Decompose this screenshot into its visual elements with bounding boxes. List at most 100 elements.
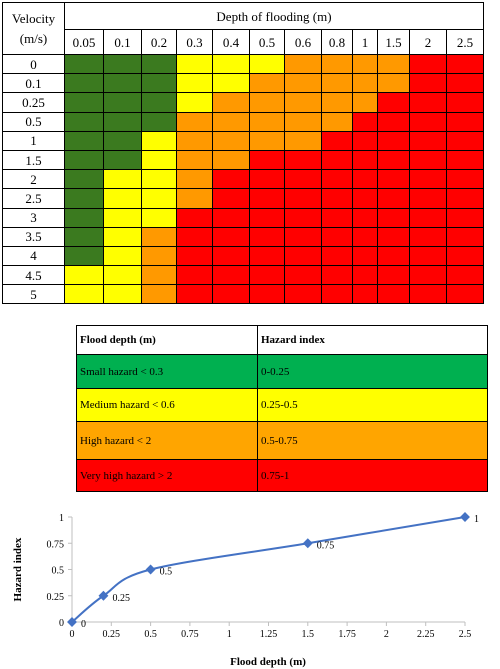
hazard-cell (249, 92, 285, 113)
hazard-cell (352, 265, 378, 286)
hazard-cell (64, 245, 104, 267)
depth-column-header: 0.8 (321, 29, 353, 55)
legend-label: Very high hazard > 2 (76, 459, 258, 492)
legend-row-medium: Medium hazard < 0.6 0.25-0.5 (76, 388, 488, 422)
depth-column-header: 1.5 (377, 29, 410, 55)
hazard-cell (212, 73, 250, 94)
legend-index: 0.25-0.5 (257, 388, 488, 422)
hazard-cell (377, 53, 410, 75)
hazard-cell (212, 169, 250, 190)
legend-header-row: Flood depth (m) Hazard index (76, 325, 488, 355)
y-tick-label: 0.5 (52, 566, 65, 577)
hazard-cell (321, 169, 353, 190)
hazard-cell (446, 226, 484, 247)
hazard-matrix-table: Velocity (m/s) Depth of flooding (m) 0.05 0… (2, 2, 484, 305)
depth-column-header: 0.5 (249, 29, 285, 55)
y-tick-label: 0.25 (47, 592, 65, 603)
hazard-cell (352, 149, 378, 171)
legend-row-high: High hazard < 2 0.5-0.75 (76, 421, 488, 460)
velocity-value: 2.5 (2, 188, 65, 209)
hazard-cell (446, 53, 484, 75)
series-line (71, 516, 466, 623)
x-tick-label: 0.75 (181, 629, 199, 640)
data-label: 0.75 (317, 540, 335, 551)
x-tick-label: 0 (70, 629, 75, 640)
hazard-cell (409, 73, 447, 94)
hazard-cell (212, 53, 250, 75)
velocity-value: 3.5 (2, 226, 65, 247)
hazard-cell (409, 226, 447, 247)
hazard-cell (141, 111, 177, 132)
hazard-cell (284, 130, 322, 151)
hazard-cell (377, 226, 410, 247)
hazard-cell (249, 284, 285, 305)
hazard-cell (141, 245, 177, 267)
hazard-cell (103, 265, 142, 286)
legend-index: 0.5-0.75 (257, 421, 488, 460)
data-point (302, 538, 313, 549)
velocity-value: 3 (2, 207, 65, 228)
hazard-cell (446, 265, 484, 286)
hazard-cell (176, 130, 213, 151)
hazard-cell (409, 149, 447, 171)
hazard-cell (249, 188, 285, 209)
y-axis-label: Hazard index (12, 537, 24, 601)
x-tick-label: 1.5 (302, 629, 315, 640)
depth-column-header: 0.05 (64, 29, 104, 55)
hazard-cell (377, 169, 410, 190)
hazard-cell (409, 188, 447, 209)
hazard-cell (212, 130, 250, 151)
hazard-cell (176, 169, 213, 190)
legend-label: Small hazard < 0.3 (76, 354, 258, 389)
hazard-cell (212, 111, 250, 132)
hazard-cell (249, 265, 285, 286)
hazard-cell (409, 265, 447, 286)
hazard-cell (352, 53, 378, 75)
hazard-cell (352, 284, 378, 305)
hazard-cell (103, 130, 142, 151)
hazard-cell (352, 130, 378, 151)
matrix-row: 5 (2, 284, 484, 305)
hazard-cell (284, 149, 322, 171)
hazard-cell (409, 169, 447, 190)
hazard-cell (284, 111, 322, 132)
hazard-cell (249, 130, 285, 151)
hazard-cell (321, 226, 353, 247)
velocity-value: 4 (2, 245, 65, 267)
legend-index: 0.75-1 (257, 459, 488, 492)
x-tick-label: 2.5 (459, 629, 472, 640)
hazard-cell (377, 149, 410, 171)
data-label: 0.5 (160, 567, 173, 578)
hazard-cell (103, 92, 142, 113)
hazard-cell (64, 53, 104, 75)
hazard-cell (64, 149, 104, 171)
hazard-cell (176, 226, 213, 247)
data-label: 0 (81, 619, 86, 630)
hazard-cell (446, 73, 484, 94)
y-tick-label: 0.75 (47, 539, 65, 550)
y-tick-label: 0 (59, 618, 64, 629)
hazard-cell (446, 207, 484, 228)
hazard-cell (212, 284, 250, 305)
hazard-cell (64, 207, 104, 228)
hazard-cell (176, 207, 213, 228)
hazard-cell (249, 169, 285, 190)
hazard-cell (64, 226, 104, 247)
x-tick-label: 1 (227, 629, 232, 640)
hazard-cell (377, 92, 410, 113)
hazard-cell (176, 53, 213, 75)
hazard-cell (103, 169, 142, 190)
hazard-cell (284, 265, 322, 286)
hazard-cell (321, 73, 353, 94)
data-label: 1 (474, 514, 479, 525)
depth-column-header: 0.6 (284, 29, 322, 55)
hazard-cell (103, 284, 142, 305)
hazard-cell (352, 169, 378, 190)
hazard-cell (141, 265, 177, 286)
hazard-cell (141, 284, 177, 305)
hazard-cell (409, 111, 447, 132)
hazard-cell (212, 226, 250, 247)
legend-row-very-high: Very high hazard > 2 0.75-1 (76, 459, 488, 492)
hazard-cell (377, 245, 410, 267)
hazard-cell (64, 265, 104, 286)
